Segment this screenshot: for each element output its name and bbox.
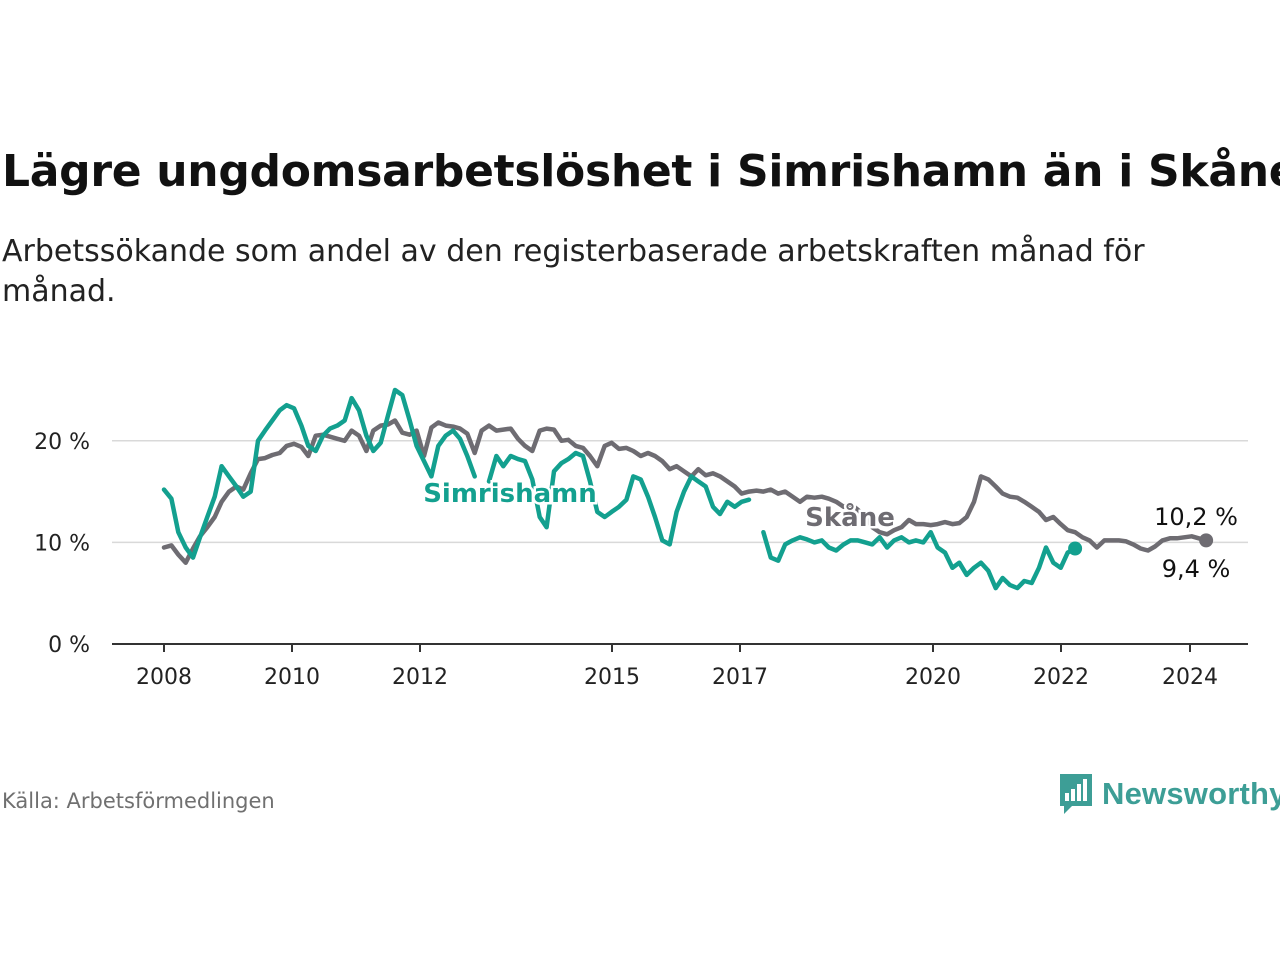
x-tick-label: 2017	[712, 665, 768, 690]
end-point-skane	[1199, 533, 1214, 548]
chart-subtitle: Arbetssökande som andel av den registerb…	[2, 234, 1145, 309]
series-line-skane	[161, 418, 1209, 565]
y-tick-label: 0 %	[48, 633, 90, 658]
end-point-simrishamn	[1068, 541, 1083, 556]
chart-title: Lägre ungdomsarbetslöshet i Simrishamn ä…	[2, 146, 1280, 197]
y-tick-label: 10 %	[34, 531, 90, 556]
newsworthy-logo[interactable]: Newsworthy	[1058, 772, 1280, 816]
end-value-label-simrishamn: 9,4 %	[1162, 555, 1231, 583]
x-tick-label: 2022	[1033, 665, 1089, 690]
series-line-simrishamn	[161, 387, 1078, 591]
x-tick-label: 2015	[584, 665, 640, 690]
source-note: Källa: Arbetsförmedlingen	[2, 789, 275, 813]
brand-name: Newsworthy	[1102, 776, 1280, 811]
x-tick-label: 2012	[392, 665, 448, 690]
x-tick-label: 2024	[1162, 665, 1218, 690]
y-tick-label: 20 %	[34, 430, 90, 455]
series-label-simrishamn: Simrishamn	[423, 479, 597, 509]
x-tick-label: 2010	[264, 665, 320, 690]
bar-chart-logo-icon	[1060, 774, 1092, 814]
x-tick-label: 2020	[905, 665, 961, 690]
series-label-skane: Skåne	[805, 501, 895, 533]
end-value-label-skane: 10,2 %	[1154, 503, 1238, 531]
x-tick-label: 2008	[136, 665, 192, 690]
